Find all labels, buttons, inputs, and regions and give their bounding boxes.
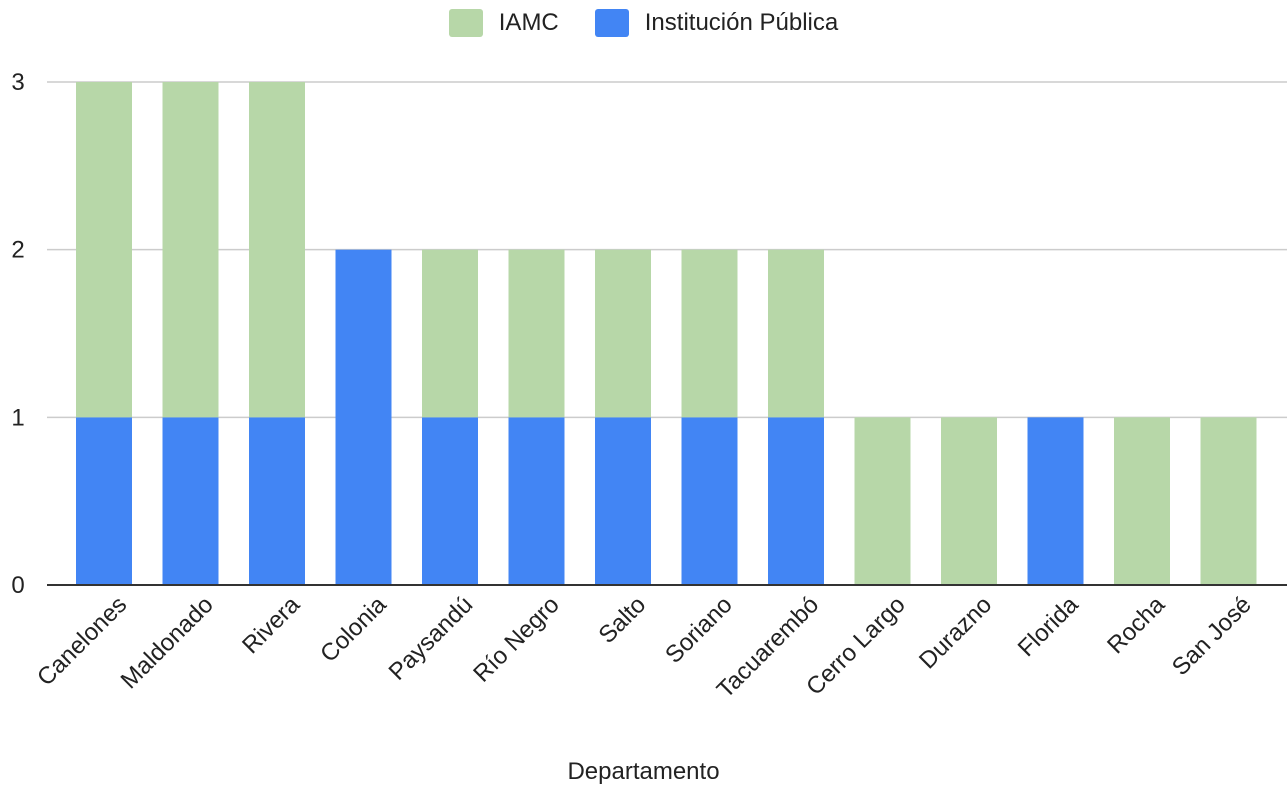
x-tick-label: Rivera [237,591,306,660]
bar-institucion-publica [1027,417,1084,585]
bar-iamc [76,82,132,418]
bar-iamc [162,82,219,418]
y-tick-label: 3 [11,69,24,96]
x-tick-label: Rocha [1102,591,1171,660]
bar-institucion-publica [335,249,392,585]
bar-iamc [422,249,478,418]
bar-iamc [1114,417,1170,585]
x-tick-label: Maldonado [116,591,219,694]
bar-iamc [681,249,738,418]
bar-iamc [768,249,824,418]
bar-institucion-publica [422,417,478,585]
bar-iamc [854,417,911,585]
bar-institucion-publica [595,417,651,585]
bar-institucion-publica [508,417,565,585]
legend-swatch-iamc [448,9,483,37]
bar-institucion-publica [681,417,738,585]
bar-iamc [1200,417,1257,585]
y-tick-label: 0 [11,572,24,599]
x-tick-label: Durazno [914,591,997,674]
x-tick-label: Salto [593,591,651,649]
x-tick-label: Soriano [660,591,738,669]
y-tick-label: 2 [11,237,24,264]
bar-institucion-publica [768,417,824,585]
x-tick-label: San José [1167,591,1257,681]
bar-iamc [508,249,565,418]
bar-iamc [249,82,305,418]
legend-item-institucion-publica[interactable]: Institución Pública [594,9,839,37]
x-tick-label: Florida [1013,591,1084,662]
bar-institucion-publica [162,417,219,585]
x-tick-label: Paysandú [384,591,479,686]
bar-iamc [941,417,997,585]
bar-iamc [595,249,651,418]
legend-label-iamc: IAMC [498,9,559,36]
x-axis-title: Departamento [567,758,720,785]
legend-item-iamc[interactable]: IAMC [448,9,559,37]
x-tick-label: Colonia [315,591,392,668]
legend: IAMC Institución Pública [0,9,1287,37]
legend-label-institucion-publica: Institución Pública [644,9,839,36]
y-tick-label: 1 [11,404,24,431]
legend-swatch-institucion-publica [594,9,629,37]
bar-institucion-publica [249,417,305,585]
x-tick-label: Río Negro [468,591,564,687]
bar-institucion-publica [76,417,132,585]
